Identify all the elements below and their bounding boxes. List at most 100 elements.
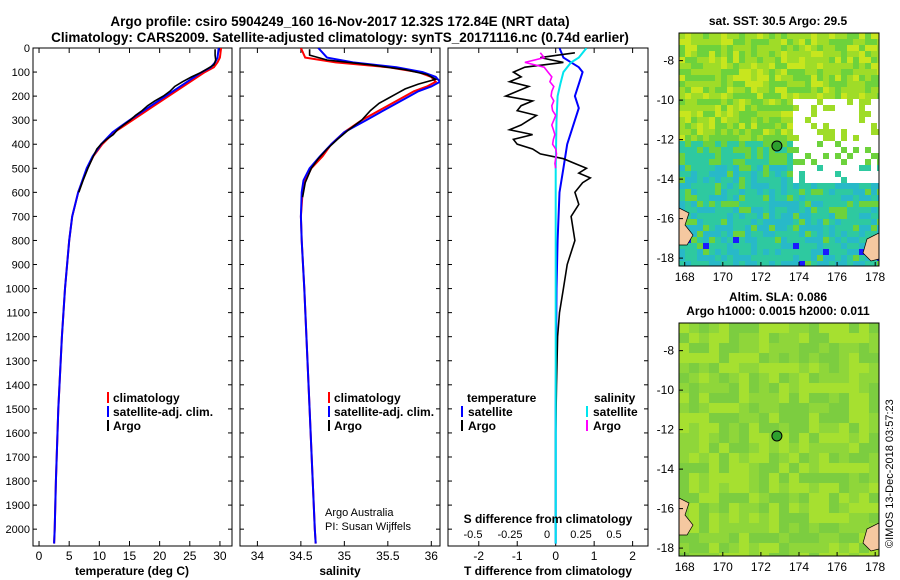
map-cell [727,153,733,159]
map-cell [691,57,697,63]
map-cell [689,453,699,463]
y-tick-label: 500 [12,163,30,175]
map-cell [787,147,793,153]
map-cell [739,393,749,403]
map-cell [793,177,799,183]
map-cell [869,333,879,343]
map-cell [823,165,829,171]
map-cell [757,213,763,219]
map-cell [739,111,745,117]
map-cell [871,207,877,213]
map-cell [757,147,763,153]
map-cell [781,225,787,231]
map-cell [877,51,879,57]
map-cell [829,93,835,99]
map-cell [733,249,739,255]
map-cell [869,483,879,493]
map-cell [865,189,871,195]
map-cell [839,473,849,483]
map-cell [799,237,805,243]
map-cell [871,231,877,237]
map-cell [769,177,775,183]
map-cell [793,159,799,165]
map-cell [679,159,685,165]
map-cell [709,81,715,87]
map-cell [679,135,685,141]
map-cell [749,423,759,433]
map-cell [853,219,859,225]
map-cell [745,81,751,87]
map-cell [853,177,859,183]
map-cell [793,111,799,117]
map-cell [849,433,859,443]
map-cell [839,393,849,403]
map-cell [847,123,853,129]
map-cell [869,433,879,443]
map-cell [721,159,727,165]
map-cell [877,69,879,75]
map-cell [779,453,789,463]
map-cell [841,135,847,141]
map-cell [751,237,757,243]
map-cell [859,171,865,177]
map-cell [853,261,859,266]
map-cell [789,463,799,473]
map-cell [679,147,685,153]
map-cell [787,141,793,147]
map-cell [733,219,739,225]
map-cell [877,135,879,141]
map-cell [853,123,859,129]
map-cell [749,533,759,543]
map-cell [799,153,805,159]
map-cell [829,51,835,57]
map-cell [699,403,709,413]
map-cell [829,105,835,111]
map-cell [699,363,709,373]
map-cell [739,343,749,353]
map-cell [877,147,879,153]
map-cell [853,45,859,51]
map-cell [799,87,805,93]
map-cell [769,33,775,39]
x-tick-label: 0 [552,549,559,563]
map-cell [877,165,879,171]
map-x-tick-label: 174 [789,560,809,574]
map-cell [703,195,709,201]
map-cell [733,81,739,87]
map-cell [853,105,859,111]
map-cell [849,323,859,333]
map-cell [733,135,739,141]
map-cell [805,165,811,171]
map-cell [759,533,769,543]
map-cell [871,93,877,99]
map-cell [679,93,685,99]
map-cell [709,87,715,93]
map-cell [799,57,805,63]
map-cell [691,105,697,111]
map-cell [853,201,859,207]
map-cell [865,141,871,147]
map-cell [789,423,799,433]
map-cell [859,219,865,225]
map-cell [819,353,829,363]
map-cell [847,201,853,207]
map-cell [715,81,721,87]
map-cell [779,513,789,523]
map-cell [793,33,799,39]
map-cell [859,503,869,513]
map-cell [817,183,823,189]
map-cell [789,523,799,533]
map-cell [787,261,793,266]
map-cell [839,483,849,493]
map-cell [721,243,727,249]
map-cell [715,51,721,57]
y-tick-label: 1200 [6,332,30,344]
map-cell [697,93,703,99]
map-cell [715,105,721,111]
map-cell [715,123,721,129]
map-cell [727,135,733,141]
map-cell [847,147,853,153]
map-cell [787,129,793,135]
map-cell [679,483,689,493]
map-cell [769,403,779,413]
